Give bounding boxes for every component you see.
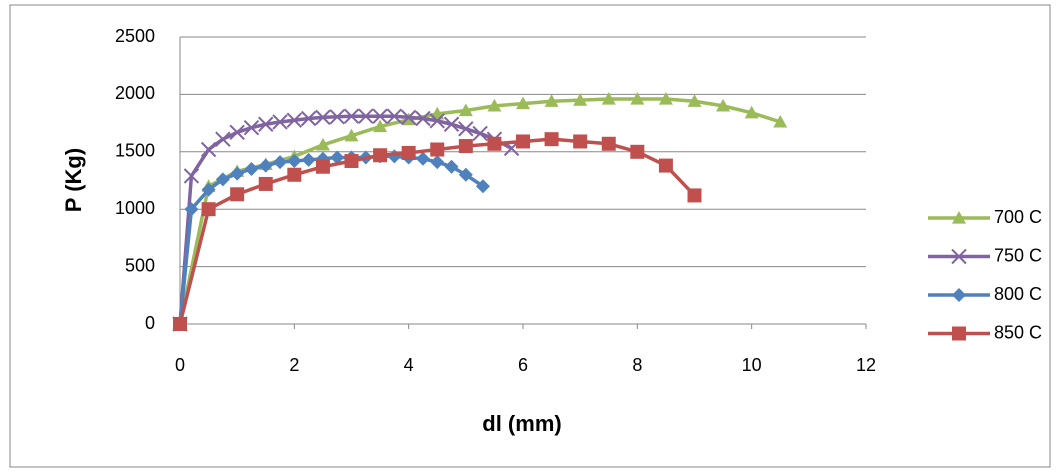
x-tick-label: 0 [175, 355, 185, 375]
y-tick-label: 1000 [115, 198, 155, 218]
data-point [373, 148, 388, 163]
data-point [243, 119, 260, 136]
data-point [458, 139, 473, 154]
data-point [444, 159, 459, 174]
data-point [344, 128, 359, 142]
data-point [315, 137, 330, 151]
data-point [244, 162, 259, 177]
data-point [183, 168, 200, 184]
legend-marker [952, 326, 966, 341]
data-point [458, 103, 473, 117]
legend-label: 750 C [994, 245, 1042, 265]
data-point [516, 134, 530, 149]
y-tick-label: 1500 [115, 141, 155, 161]
data-point [315, 159, 330, 174]
data-point [258, 158, 273, 173]
data-point [744, 105, 759, 119]
data-point [687, 94, 702, 107]
series-line [178, 154, 484, 325]
data-point [315, 109, 331, 126]
y-axis-title: P (Kg) [61, 148, 86, 212]
data-point [601, 136, 616, 151]
data-point [415, 151, 430, 166]
data-point [658, 158, 673, 173]
x-axis-title: dl (mm) [482, 411, 561, 436]
data-point [487, 98, 502, 112]
data-point [273, 155, 288, 170]
data-point [573, 134, 588, 149]
data-point [472, 125, 488, 142]
legend-label: 850 C [994, 322, 1042, 342]
data-point [184, 202, 199, 217]
data-point [475, 179, 490, 194]
data-point [258, 176, 273, 191]
data-point [373, 119, 388, 133]
data-point [601, 91, 616, 105]
data-point [658, 91, 673, 105]
data-point [200, 141, 217, 158]
data-point [458, 167, 473, 182]
data-point [201, 182, 216, 197]
data-point [358, 108, 374, 124]
y-tick-label: 500 [125, 255, 155, 275]
data-point [330, 150, 345, 165]
data-point [430, 155, 445, 170]
data-point [230, 187, 245, 202]
y-tick-label: 0 [145, 313, 155, 333]
data-point [716, 98, 731, 112]
data-point [230, 166, 245, 181]
data-point [386, 108, 403, 124]
data-point [544, 94, 559, 107]
data-point [201, 202, 216, 217]
data-point [687, 188, 702, 203]
data-point [301, 152, 316, 167]
data-point [630, 91, 645, 105]
x-tick-label: 2 [289, 355, 299, 375]
data-point [329, 109, 345, 125]
data-point [458, 121, 474, 137]
x-tick-label: 10 [742, 355, 762, 375]
y-tick-label: 2000 [115, 83, 155, 103]
data-point [287, 153, 302, 168]
data-point [443, 116, 460, 132]
data-point [372, 108, 388, 124]
data-point [401, 145, 416, 160]
data-point [516, 96, 530, 110]
legend-marker [952, 211, 966, 224]
y-tick-label: 2500 [115, 26, 155, 46]
legend-label: 700 C [994, 207, 1042, 227]
data-point [544, 132, 559, 147]
data-point [773, 114, 788, 128]
data-point [286, 112, 303, 128]
data-point [630, 144, 645, 159]
legend-marker [951, 248, 967, 265]
data-point [215, 131, 231, 147]
data-point [300, 110, 317, 127]
x-tick-label: 6 [518, 355, 528, 375]
data-point [487, 136, 502, 151]
chart-frame [9, 4, 1051, 468]
data-point [258, 116, 274, 132]
data-point [430, 142, 445, 157]
legend-label: 800 C [994, 284, 1042, 304]
data-point [215, 172, 230, 187]
data-point [573, 93, 588, 106]
legend-marker [952, 288, 966, 302]
data-point [429, 113, 445, 129]
data-point [343, 108, 360, 124]
data-point [229, 124, 245, 140]
data-point [415, 110, 431, 127]
data-point [344, 153, 359, 168]
x-tick-label: 8 [632, 355, 642, 375]
x-tick-label: 12 [856, 355, 876, 375]
data-point [287, 167, 302, 182]
data-point [173, 317, 187, 331]
data-point [272, 114, 288, 130]
data-point [400, 109, 417, 126]
x-tick-label: 4 [404, 355, 414, 375]
